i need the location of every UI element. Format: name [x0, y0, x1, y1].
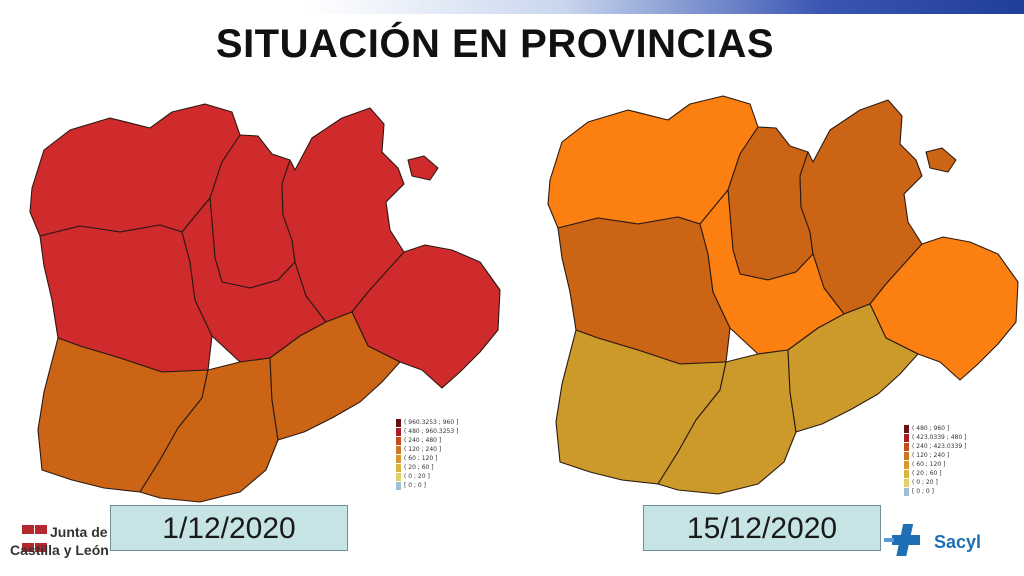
legend-left: ( 960.3253 ; 960 ] ( 480 ; 960.3253 ] ( … — [396, 418, 458, 490]
legend-swatch — [904, 433, 909, 442]
legend-item: ( 240 ; 480 ] — [396, 436, 458, 445]
legend-item: ( 60 ; 120 ] — [396, 454, 458, 463]
sacyl-cross-icon — [884, 524, 920, 556]
legend-swatch — [904, 478, 909, 487]
date-label-left: 1/12/2020 — [110, 505, 348, 551]
date-label-right: 15/12/2020 — [643, 505, 881, 551]
castle-lion-emblem-icon — [22, 522, 48, 552]
legend-swatch — [396, 454, 401, 463]
legend-label: ( 0 ; 20 ] — [912, 479, 938, 486]
legend-swatch — [904, 424, 909, 433]
logo-text-line2: Castilla y León — [10, 542, 109, 558]
legend-item: ( 423.0339 ; 480 ] — [904, 433, 966, 442]
legend-item: [ 0 ; 0 ] — [904, 487, 966, 496]
legend-right: ( 480 ; 960 ] ( 423.0339 ; 480 ] ( 240 ;… — [904, 424, 966, 496]
legend-item: ( 20 ; 60 ] — [904, 469, 966, 478]
legend-label: [ 0 ; 0 ] — [912, 488, 934, 495]
top-decorative-bar — [0, 0, 1024, 14]
legend-swatch — [396, 445, 401, 454]
legend-label: ( 20 ; 60 ] — [404, 464, 434, 471]
legend-label: ( 240 ; 480 ] — [404, 437, 442, 444]
legend-swatch — [396, 427, 401, 436]
legend-label: ( 240 ; 423.0339 ] — [912, 443, 967, 450]
legend-item: ( 60 ; 120 ] — [904, 460, 966, 469]
sacyl-text: Sacyl — [934, 532, 982, 552]
province-map-right — [547, 95, 1019, 495]
province-valladolid — [181, 197, 327, 363]
legend-swatch — [396, 418, 401, 427]
legend-item: ( 20 ; 60 ] — [396, 463, 458, 472]
legend-item: [ 0 ; 0 ] — [396, 481, 458, 490]
legend-swatch — [396, 481, 401, 490]
legend-item: ( 120 ; 240 ] — [904, 451, 966, 460]
legend-label: ( 120 ; 240 ] — [912, 452, 950, 459]
legend-label: ( 480 ; 960 ] — [912, 425, 950, 432]
legend-item: ( 480 ; 960.3253 ] — [396, 427, 458, 436]
legend-label: ( 423.0339 ; 480 ] — [912, 434, 967, 441]
province-enclave — [407, 155, 439, 181]
legend-item: ( 240 ; 423.0339 ] — [904, 442, 966, 451]
legend-swatch — [396, 463, 401, 472]
legend-item: ( 960.3253 ; 960 ] — [396, 418, 458, 427]
page-title: SITUACIÓN EN PROVINCIAS — [215, 22, 775, 66]
legend-label: ( 60 ; 120 ] — [912, 461, 946, 468]
legend-label: ( 480 ; 960.3253 ] — [404, 428, 459, 435]
legend-label: ( 0 ; 20 ] — [404, 473, 430, 480]
province-segovia — [269, 311, 401, 441]
province-valladolid — [699, 189, 845, 355]
legend-item: ( 120 ; 240 ] — [396, 445, 458, 454]
legend-swatch — [904, 469, 909, 478]
province-enclave — [925, 147, 957, 173]
logo-text-line1: Junta de — [50, 524, 108, 540]
province-map-left — [29, 103, 501, 503]
legend-item: ( 480 ; 960 ] — [904, 424, 966, 433]
legend-swatch — [396, 472, 401, 481]
province-segovia — [787, 303, 919, 433]
legend-swatch — [904, 460, 909, 469]
legend-label: ( 20 ; 60 ] — [912, 470, 942, 477]
legend-item: ( 0 ; 20 ] — [396, 472, 458, 481]
legend-swatch — [904, 451, 909, 460]
province-zamora — [39, 224, 213, 373]
legend-label: ( 120 ; 240 ] — [404, 446, 442, 453]
legend-label: ( 960.3253 ; 960 ] — [404, 419, 459, 426]
legend-swatch — [396, 436, 401, 445]
legend-swatch — [904, 487, 909, 496]
junta-castilla-leon-logo: Junta de Castilla y León — [8, 518, 140, 562]
province-zamora — [557, 216, 731, 365]
legend-label: ( 60 ; 120 ] — [404, 455, 438, 462]
legend-swatch — [904, 442, 909, 451]
sacyl-logo: Sacyl — [884, 520, 1004, 560]
legend-label: [ 0 ; 0 ] — [404, 482, 426, 489]
legend-item: ( 0 ; 20 ] — [904, 478, 966, 487]
